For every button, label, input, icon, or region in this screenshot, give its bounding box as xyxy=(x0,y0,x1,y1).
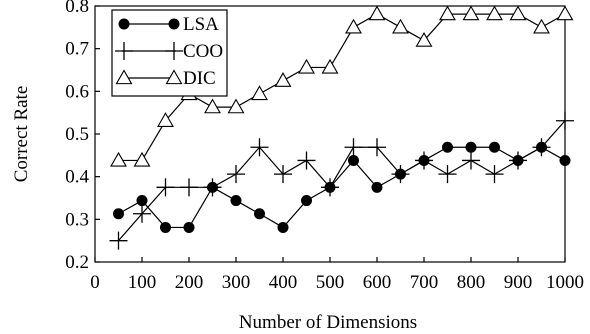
x-tick-label: 1000 xyxy=(546,272,584,293)
y-tick-label: 0.4 xyxy=(65,167,89,188)
data-point xyxy=(321,178,339,197)
data-point xyxy=(509,151,527,170)
data-point xyxy=(348,154,359,166)
y-axis-ticks: 0.2 0.3 0.4 0.5 0.6 0.7 0.8 xyxy=(65,0,100,273)
legend-item-dic: DIC xyxy=(115,68,216,89)
legend-label: COO xyxy=(183,41,223,62)
data-point xyxy=(254,208,265,220)
data-point xyxy=(250,138,269,157)
data-point xyxy=(465,141,477,153)
data-point xyxy=(321,58,339,74)
data-point xyxy=(509,5,527,21)
data-point xyxy=(180,178,198,197)
data-point xyxy=(489,141,500,153)
data-point xyxy=(415,151,433,170)
data-point xyxy=(110,151,127,167)
data-point xyxy=(109,231,128,250)
data-point xyxy=(439,5,456,21)
legend: LSA COO DIC xyxy=(111,9,228,97)
data-point xyxy=(133,151,151,167)
data-point xyxy=(462,151,480,170)
x-tick-label: 500 xyxy=(316,272,345,293)
legend-label: DIC xyxy=(183,68,216,89)
data-point xyxy=(462,5,480,21)
x-tick-label: 700 xyxy=(410,272,439,293)
data-point xyxy=(274,72,292,87)
data-point xyxy=(345,18,362,34)
legend-marker xyxy=(115,69,133,85)
legend-marker xyxy=(165,69,183,85)
y-tick-label: 0.5 xyxy=(65,124,89,145)
x-tick-label: 300 xyxy=(222,272,251,293)
x-tick-label: 400 xyxy=(269,272,298,293)
x-tick-label: 900 xyxy=(504,272,533,293)
data-point xyxy=(133,204,151,223)
x-tick-label: 100 xyxy=(128,272,157,293)
data-point xyxy=(368,5,386,21)
x-tick-label: 200 xyxy=(175,272,204,293)
data-point xyxy=(368,138,386,157)
data-point xyxy=(438,165,457,184)
data-point xyxy=(160,221,171,233)
data-point xyxy=(556,5,574,21)
legend-item-lsa: LSA xyxy=(118,14,219,35)
data-point xyxy=(251,85,268,101)
data-point xyxy=(203,178,222,197)
data-point xyxy=(113,208,124,220)
x-tick-label: 0 xyxy=(90,272,100,293)
data-point xyxy=(204,98,221,114)
data-point xyxy=(392,18,409,34)
legend-marker xyxy=(118,18,130,30)
data-point xyxy=(485,165,504,184)
data-point xyxy=(391,165,410,184)
data-point xyxy=(230,195,242,207)
y-tick-label: 0.8 xyxy=(65,0,89,17)
x-tick-label: 800 xyxy=(457,272,486,293)
legend-item-coo: COO xyxy=(115,41,223,62)
x-axis-label: Number of Dimensions xyxy=(239,312,417,333)
y-tick-label: 0.3 xyxy=(65,209,89,230)
data-point xyxy=(156,178,175,197)
data-point xyxy=(157,112,174,127)
x-axis-ticks: 0 100 200 300 400 500 600 700 800 900 1000 xyxy=(90,257,584,293)
data-point xyxy=(486,5,503,21)
data-point xyxy=(277,221,289,233)
series-lsa xyxy=(113,141,571,233)
y-tick-label: 0.6 xyxy=(65,81,89,102)
data-point xyxy=(442,141,453,153)
data-point xyxy=(136,195,148,207)
y-tick-label: 0.7 xyxy=(65,39,89,60)
legend-marker xyxy=(165,42,183,60)
data-point xyxy=(371,181,383,193)
data-point xyxy=(344,138,363,157)
y-axis-label: Correct Rate xyxy=(11,86,32,183)
series-line xyxy=(118,120,566,242)
data-point xyxy=(556,111,574,130)
data-point xyxy=(298,58,315,74)
data-point xyxy=(559,154,571,166)
data-point xyxy=(297,151,316,170)
data-point xyxy=(301,195,312,207)
data-point xyxy=(532,138,551,157)
legend-marker xyxy=(115,42,133,60)
series-coo xyxy=(109,111,574,250)
data-point xyxy=(183,221,195,233)
data-point xyxy=(274,165,292,184)
data-point xyxy=(415,31,433,47)
data-point xyxy=(533,18,550,34)
legend-label: LSA xyxy=(183,14,219,35)
y-tick-label: 0.2 xyxy=(65,252,89,273)
legend-marker xyxy=(168,18,180,30)
data-point xyxy=(227,98,245,114)
x-tick-label: 600 xyxy=(363,272,392,293)
data-point xyxy=(227,165,245,184)
